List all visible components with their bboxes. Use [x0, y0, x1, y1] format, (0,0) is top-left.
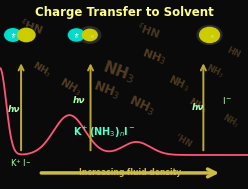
Text: hν: hν: [8, 105, 21, 114]
Text: NH$_3$: NH$_3$: [91, 79, 122, 102]
Circle shape: [197, 26, 222, 44]
Text: +: +: [74, 32, 79, 36]
Text: Increasing fluid density: Increasing fluid density: [79, 168, 181, 177]
Text: +: +: [10, 32, 16, 36]
Text: NH$_3$: NH$_3$: [186, 95, 210, 116]
Text: I: I: [22, 159, 24, 168]
Text: hν: hν: [73, 96, 86, 105]
Text: K$^+$(NH$_3$)$_n$I$^-$: K$^+$(NH$_3$)$_n$I$^-$: [73, 125, 136, 140]
Circle shape: [67, 28, 86, 42]
Text: NH$_3$: NH$_3$: [100, 57, 138, 86]
Text: HN: HN: [225, 46, 241, 60]
Circle shape: [16, 27, 36, 43]
Text: e: e: [90, 34, 93, 39]
Text: $^{\varepsilon}$HN: $^{\varepsilon}$HN: [18, 16, 46, 37]
Circle shape: [4, 27, 24, 43]
Circle shape: [18, 28, 35, 42]
Text: e: e: [11, 34, 14, 39]
Text: NH$_3$: NH$_3$: [166, 72, 191, 94]
Text: −: −: [26, 159, 30, 164]
Text: hν: hν: [192, 103, 205, 112]
Text: e: e: [211, 34, 214, 39]
Text: NH$_3$: NH$_3$: [57, 75, 84, 99]
Circle shape: [200, 27, 219, 43]
Circle shape: [82, 29, 97, 41]
Text: NH$_3$: NH$_3$: [30, 59, 54, 81]
Text: $^{\varepsilon}$HN: $^{\varepsilon}$HN: [173, 130, 194, 149]
Text: K: K: [10, 159, 15, 168]
Text: Charge Transfer to Solvent: Charge Transfer to Solvent: [35, 6, 213, 19]
Circle shape: [68, 29, 84, 41]
Circle shape: [5, 29, 21, 41]
Text: NH$_3$: NH$_3$: [220, 111, 241, 131]
Text: NH$_3$: NH$_3$: [126, 93, 157, 119]
Circle shape: [79, 27, 101, 43]
Text: NH$_3$: NH$_3$: [140, 46, 168, 67]
Circle shape: [80, 28, 99, 42]
Text: I$^-$: I$^-$: [222, 95, 232, 106]
Text: +: +: [16, 159, 21, 164]
Text: e: e: [75, 34, 78, 39]
Text: NH$_3$: NH$_3$: [204, 62, 227, 81]
Text: $^{\varepsilon}$HN: $^{\varepsilon}$HN: [135, 19, 163, 41]
